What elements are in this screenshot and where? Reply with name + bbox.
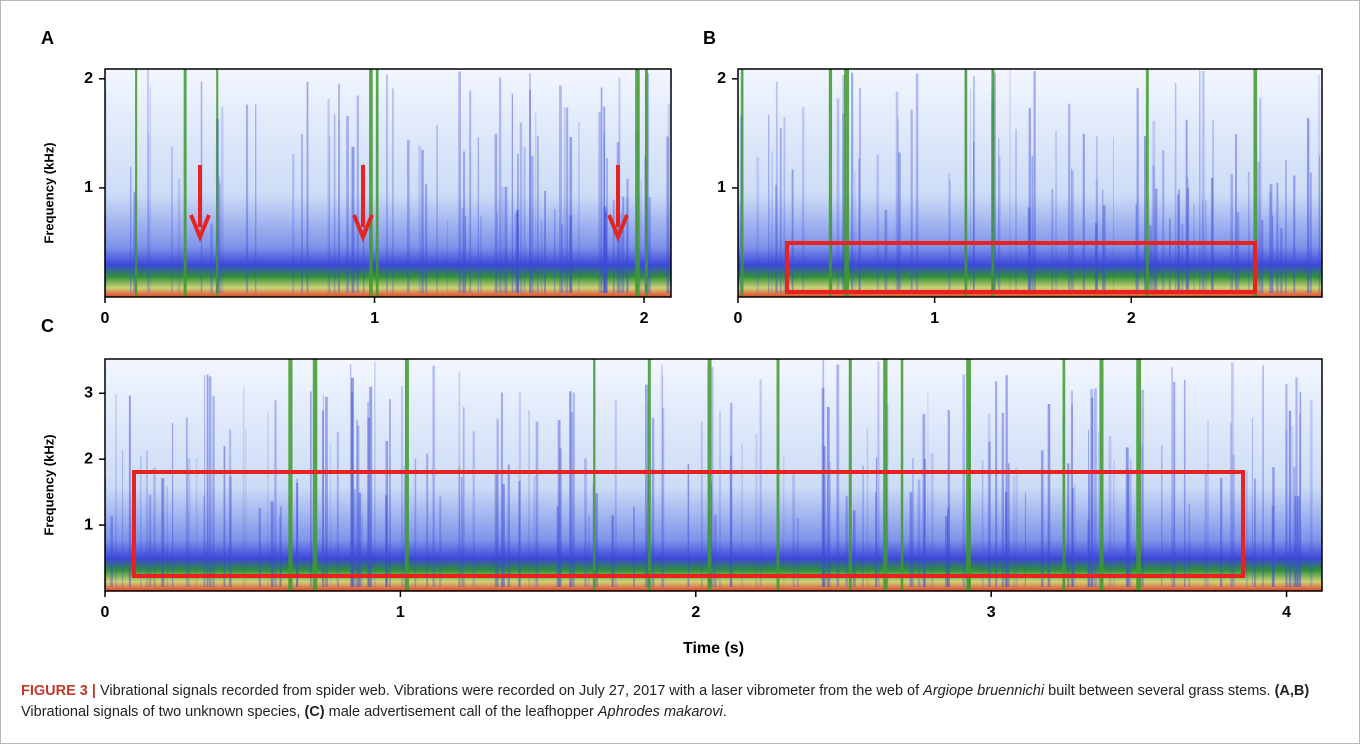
x-tick-label: 2 [691,604,700,621]
caption-text: built between several grass stems. [1048,683,1271,699]
x-tick-label: 0 [101,604,110,621]
x-axis-label: Time (s) [683,640,744,657]
x-tick-label: 1 [930,310,939,327]
highlight-box [785,241,1257,294]
y-axis-label: Frequency (kHz) [41,434,56,535]
x-tick-label: 2 [1127,310,1136,327]
spectrogram-image [105,359,1322,591]
caption-species: Argiope bruennichi [923,683,1045,699]
caption-panel-ref: (A,B) [1274,683,1310,699]
x-tick-label: 1 [396,604,405,621]
caption: FIGURE 3 | Vibrational signals recorded … [21,681,1341,723]
y-tick-label: 3 [84,384,93,401]
caption-text: male advertisement call of the leafhoppe… [328,704,594,720]
highlight-box [132,470,1245,578]
caption-text: Vibrational signals of two unknown speci… [21,704,301,720]
y-tick-label: 2 [84,450,93,467]
arrow-head [189,214,211,243]
x-tick-label: 1 [370,310,379,327]
caption-text: Vibrational signals recorded from spider… [100,683,920,699]
caption-text: . [722,704,727,720]
caption-species: Aphrodes makarovi [597,704,723,720]
x-tick-label: 2 [640,310,649,327]
x-tick-label: 0 [734,310,743,327]
y-tick-label: 1 [717,179,726,196]
arrow-head [607,214,629,243]
spectrogram-image [105,69,671,297]
caption-label: FIGURE 3 | [21,683,96,699]
panel-label: C [41,316,54,336]
arrow-head [352,214,374,243]
panel-label: B [703,28,716,48]
x-tick-label: 4 [1282,604,1291,621]
spectrogram-image [738,69,1322,297]
y-axis-label: Frequency (kHz) [41,142,56,243]
y-tick-label: 2 [84,70,93,87]
y-tick-label: 1 [84,516,93,533]
y-tick-label: 1 [84,179,93,196]
x-tick-label: 0 [101,310,110,327]
plot-frame [104,358,1323,592]
plot-frame [104,68,672,298]
x-tick-label: 3 [987,604,996,621]
figure-panels: A 0 1 2 1 2 Frequency (kHz) B 0 1 2 1 2 C 0 1 2 3 4 1 2 3 Freq… [41,28,1323,657]
panel-label: A [41,28,54,48]
plot-frame [737,68,1323,298]
caption-panel-ref: (C) [304,704,325,720]
y-tick-label: 2 [717,70,726,87]
